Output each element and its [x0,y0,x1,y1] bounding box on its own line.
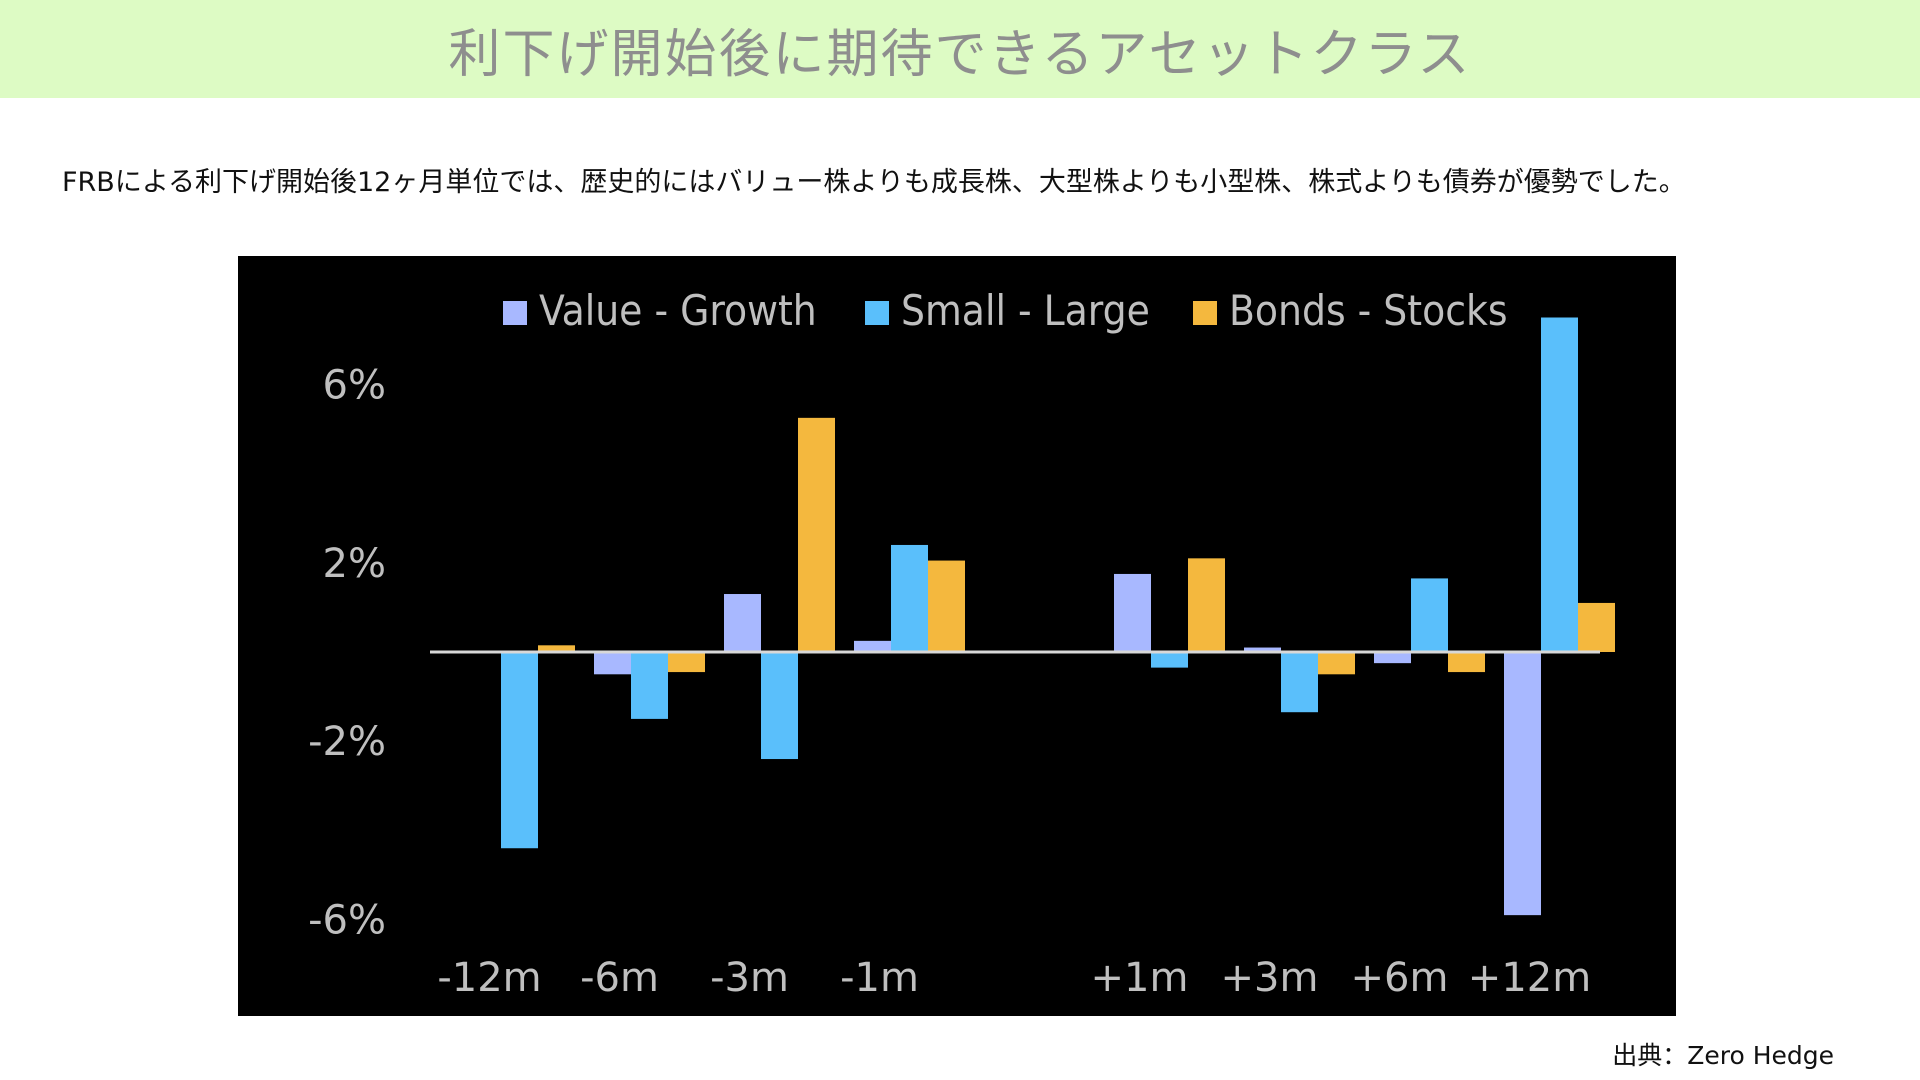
legend-label-2: Small - Large [901,286,1150,335]
chart-container: Value - Growth Small - Large Bonds - Stock… [238,256,1676,1016]
bar-3-3 [798,417,835,652]
title-bar: 利下げ開始後に期待できるアセットクラス [0,0,1920,98]
bar-2-2 [631,652,668,719]
page-subtitle: FRBによる利下げ開始後12ヶ月単位では、歴史的にはバリュー株よりも成長株、大型… [62,167,1686,198]
x-tick-label: -12m [437,955,541,1001]
bar-1-8 [1374,652,1411,664]
bar-3-4 [928,560,965,652]
bar-3-6 [1188,558,1225,652]
x-tick-label: +3m [1221,955,1319,1001]
x-tick-label: +1m [1091,955,1189,1001]
bar-2-6 [1151,652,1188,668]
x-tick-label: +12m [1468,955,1591,1001]
legend-swatch-3 [1193,301,1217,325]
bar-3-2 [668,652,705,673]
bar-1-7 [1244,647,1281,652]
bar-2-9 [1541,317,1578,652]
bar-3-1 [538,645,575,652]
x-tick-label: -3m [710,955,789,1001]
legend-label-3: Bonds - Stocks [1229,286,1508,335]
bar-2-8 [1411,578,1448,652]
bar-2-4 [891,544,928,652]
y-tick-label: -6% [308,898,386,944]
source-credit: 出典：Zero Hedge [1612,1041,1834,1070]
legend-swatch-2 [865,301,889,325]
x-tick-label: -1m [840,955,919,1001]
bar-chart: Value - Growth Small - Large Bonds - Stock… [308,286,1615,1001]
bar-1-2 [594,652,631,675]
bar-3-7 [1318,652,1355,675]
bar-2-3 [761,652,798,760]
y-tick-label: 2% [323,541,386,587]
legend-swatch-1 [503,301,527,325]
bar-3-9 [1578,602,1615,652]
bar-1-6 [1114,573,1151,652]
x-tick-label: -6m [580,955,659,1001]
legend-label-1: Value - Growth [539,286,817,335]
y-tick-label: 6% [323,362,386,408]
bar-1-4 [854,640,891,652]
bar-1-3 [724,594,761,652]
y-tick-label: -2% [308,719,386,765]
bar-3-8 [1448,652,1485,673]
page-title: 利下げ開始後に期待できるアセットクラス [448,24,1472,85]
bar-1-9 [1504,652,1541,916]
bar-2-7 [1281,652,1318,713]
bar-2-1 [501,652,538,849]
x-tick-label: +6m [1351,955,1449,1001]
